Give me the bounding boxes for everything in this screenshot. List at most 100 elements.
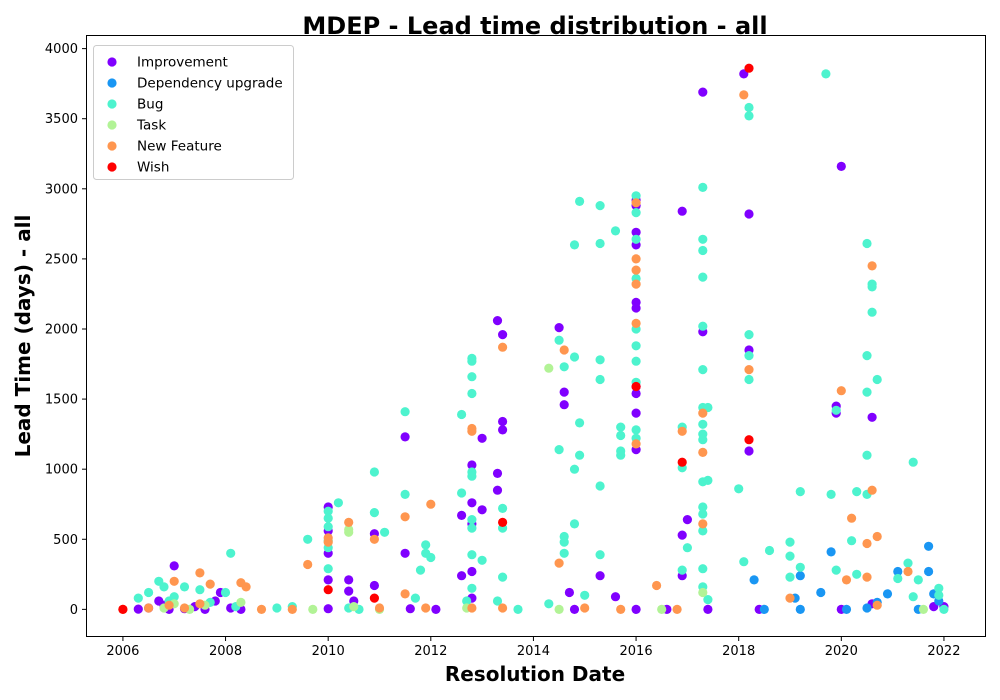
data-point: [698, 365, 708, 375]
data-point: [415, 565, 426, 575]
data-point: [872, 374, 882, 385]
data-point: [616, 430, 626, 441]
y-tick-label: 3500: [45, 112, 78, 127]
data-point: [513, 604, 523, 615]
x-tick-label: 2014: [517, 644, 550, 659]
data-point: [893, 573, 903, 584]
data-point: [287, 604, 297, 615]
legend-label: Dependency upgrade: [137, 76, 283, 92]
data-point: [739, 557, 749, 567]
data-point: [467, 603, 477, 613]
data-point: [467, 566, 477, 577]
data-point: [934, 583, 944, 593]
data-point: [580, 590, 590, 600]
data-point: [744, 435, 754, 445]
data-point: [498, 425, 508, 435]
data-point: [862, 603, 872, 613]
data-point: [179, 582, 190, 592]
data-point: [133, 593, 143, 603]
data-point: [575, 450, 585, 460]
data-point: [682, 543, 693, 553]
data-point: [785, 593, 795, 603]
data-point: [631, 198, 641, 208]
data-point: [862, 572, 872, 582]
data-point: [698, 234, 708, 244]
data-point: [631, 356, 641, 366]
data-point: [467, 356, 477, 366]
data-point: [144, 587, 154, 598]
data-point: [559, 537, 569, 547]
legend-marker: [107, 141, 117, 151]
data-point: [477, 505, 487, 515]
legend-marker: [107, 78, 117, 88]
data-point: [744, 351, 754, 361]
y-tick-label: 1500: [45, 393, 78, 408]
data-point: [631, 303, 641, 313]
data-point: [698, 564, 708, 574]
data-point: [703, 604, 713, 615]
data-point: [744, 209, 754, 219]
data-point: [498, 603, 508, 613]
data-point: [374, 603, 385, 613]
data-point: [195, 599, 205, 609]
data-point: [349, 602, 359, 612]
data-point: [631, 234, 641, 244]
data-points: [118, 63, 949, 615]
data-point: [498, 517, 508, 528]
data-point: [841, 604, 852, 615]
data-point: [492, 468, 503, 478]
legend-marker: [107, 162, 117, 172]
data-point: [867, 307, 877, 317]
data-point: [698, 502, 708, 512]
data-point: [333, 498, 343, 508]
data-point: [652, 580, 662, 591]
data-point: [698, 408, 708, 418]
x-tick-label: 2010: [312, 644, 345, 659]
data-point: [195, 585, 205, 595]
data-point: [862, 450, 872, 460]
y-tick-label: 1000: [45, 463, 78, 478]
x-tick-label: 2016: [620, 644, 653, 659]
data-point: [457, 571, 467, 581]
data-point: [610, 226, 621, 236]
data-point: [744, 365, 754, 375]
data-point: [569, 519, 580, 529]
data-point: [369, 507, 379, 518]
data-point: [544, 363, 554, 373]
data-point: [631, 265, 641, 275]
data-point: [759, 604, 769, 615]
data-point: [816, 587, 826, 598]
data-point: [169, 576, 179, 586]
legend-frame: [93, 45, 294, 180]
data-point: [631, 604, 641, 615]
x-tick-label: 2008: [209, 644, 242, 659]
data-point: [698, 321, 708, 331]
data-point: [380, 527, 390, 537]
data-point: [867, 412, 877, 422]
legend-label: Improvement: [137, 55, 228, 71]
data-point: [492, 316, 503, 326]
data-point: [631, 381, 641, 392]
data-point: [698, 87, 708, 97]
data-point: [431, 604, 441, 615]
data-point: [344, 575, 354, 585]
data-point: [698, 435, 708, 445]
data-point: [133, 604, 143, 614]
data-point: [657, 604, 667, 615]
legend: Improvement Dependency upgrade Bug Task New …: [93, 45, 294, 180]
data-point: [826, 489, 836, 499]
data-point: [795, 604, 805, 615]
data-point: [467, 583, 477, 593]
data-point: [852, 487, 862, 497]
data-point: [564, 587, 575, 598]
y-tick-label: 0: [70, 603, 78, 618]
data-point: [872, 531, 882, 542]
data-point: [749, 575, 759, 585]
data-point: [903, 558, 913, 568]
data-point: [323, 513, 333, 523]
data-point: [867, 282, 877, 292]
data-point: [569, 604, 580, 615]
data-point: [559, 400, 569, 410]
data-point: [677, 565, 687, 575]
